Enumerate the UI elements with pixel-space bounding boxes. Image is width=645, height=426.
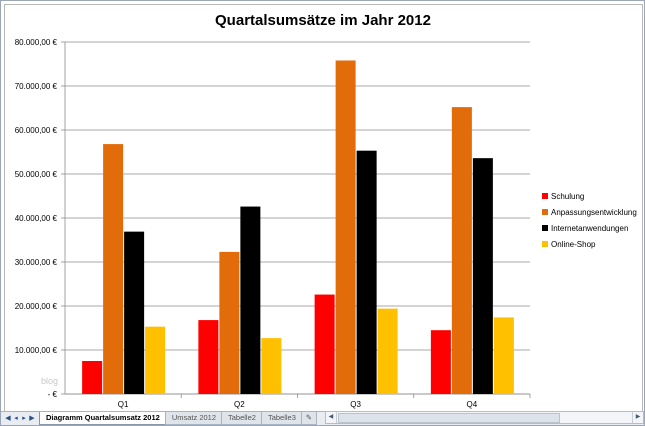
legend-swatch [542,225,548,231]
bar-online-shop-q4[interactable] [493,317,514,394]
bar-internetanwendungen-q3[interactable] [356,150,377,394]
legend-entry[interactable]: Schulung [551,192,584,201]
insert-worksheet-icon[interactable]: ✎ [300,412,317,425]
bar-internetanwendungen-q1[interactable] [124,231,145,394]
y-tick-label: 70.000,00 € [15,82,58,91]
bar-internetanwendungen-q2[interactable] [240,206,261,394]
sheet-tab-bar: ◀ ◂ ▸ ▶ Diagramm Quartalsumsatz 2012 Ums… [1,411,644,425]
watermark-text: blog [41,376,58,386]
bar-internetanwendungen-q4[interactable] [472,158,493,394]
legend[interactable]: Schulung Anpassungsentwicklung Internetanw… [542,192,637,249]
last-sheet-button[interactable]: ▶ [29,415,35,422]
bar-schulung-q2[interactable] [198,320,219,394]
plot-area[interactable] [82,60,514,395]
y-tick-label: 30.000,00 € [15,258,58,267]
x-tick-label: Q2 [234,400,245,409]
next-sheet-button[interactable]: ▸ [22,415,26,422]
y-tick-label: - € [48,390,58,399]
y-tick-label: 50.000,00 € [15,170,58,179]
first-sheet-button[interactable]: ◀ [5,415,11,422]
y-tick-label: 40.000,00 € [15,214,58,223]
chart-title[interactable]: Quartalsumsätze im Jahr 2012 [215,12,431,29]
bar-online-shop-q3[interactable] [377,308,398,394]
tab-tabelle3[interactable]: Tabelle3 [260,412,303,425]
legend-entry[interactable]: Internetanwendungen [551,224,628,233]
tab-tabelle2[interactable]: Tabelle2 [221,412,263,425]
legend-swatch [542,209,548,215]
bar-anpassungsentwicklung-q3[interactable] [335,60,356,394]
bar-anpassungsentwicklung-q2[interactable] [219,251,240,394]
y-tick-label: 10.000,00 € [15,346,58,355]
legend-entry[interactable]: Online-Shop [551,240,596,249]
x-tick-label: Q3 [350,400,361,409]
prev-sheet-button[interactable]: ◂ [14,415,18,422]
sheet-nav: ◀ ◂ ▸ ▶ [1,413,39,425]
y-tick-label: 60.000,00 € [15,126,58,135]
scroll-right-icon[interactable]: ▶ [632,412,643,423]
legend-entry[interactable]: Anpassungsentwicklung [551,208,637,217]
scroll-left-icon[interactable]: ◀ [326,412,337,423]
x-tick-label: Q1 [118,400,129,409]
y-tick-label: 80.000,00 € [15,38,58,47]
chart-area[interactable]: Quartalsumsätze im Jahr 2012 - € 10.000,0… [4,4,643,414]
x-axis[interactable]: Q1 Q2 Q3 Q4 [118,394,531,409]
x-tick-label: Q4 [467,400,478,409]
scroll-thumb[interactable] [337,413,560,423]
bar-schulung-q3[interactable] [314,294,335,394]
legend-swatch [542,193,548,199]
bar-online-shop-q1[interactable] [145,326,166,394]
bar-schulung-q1[interactable] [82,361,103,394]
horizontal-scrollbar[interactable]: ◀ ▶ [324,411,644,424]
y-tick-label: 20.000,00 € [15,302,58,311]
tab-umsatz-2012[interactable]: Umsatz 2012 [164,412,223,425]
bar-schulung-q4[interactable] [430,330,451,394]
tab-diagramm-quartalsumsatz[interactable]: Diagramm Quartalsumsatz 2012 [39,412,167,425]
bar-anpassungsentwicklung-q4[interactable] [451,107,472,395]
bar-anpassungsentwicklung-q1[interactable] [103,144,124,394]
chart-svg: Quartalsumsätze im Jahr 2012 - € 10.000,0… [15,12,637,409]
bar-online-shop-q2[interactable] [261,338,282,394]
y-axis[interactable]: - € 10.000,00 € 20.000,00 € 30.000,00 € 40.0… [15,38,58,399]
legend-swatch [542,241,548,247]
